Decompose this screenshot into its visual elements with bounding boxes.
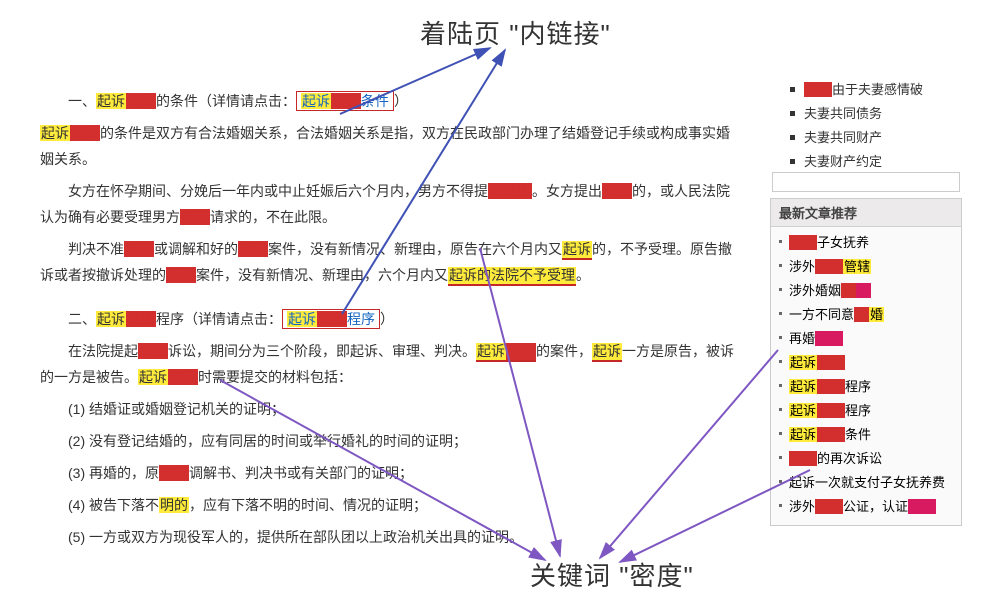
sidebar-recommend-item[interactable]: 离婚的再次诉讼 [777, 447, 955, 471]
section-1-heading: 一、起诉离婚的条件（详情请点击：起诉离婚条件） [40, 88, 740, 114]
sidebar-recommend-item[interactable]: 起诉离婚程序 [777, 375, 955, 399]
internal-link-1[interactable]: 起诉离婚条件 [296, 91, 394, 111]
sidebar-recommend-item[interactable]: 涉外离婚公证，认证须知 [777, 495, 955, 519]
list-item-1: (1) 结婚证或婚姻登记机关的证明； [40, 396, 740, 422]
internal-link-2[interactable]: 起诉离婚程序 [282, 309, 380, 329]
para-4: 在法院提起离婚诉讼，期间分为三个阶段，即起诉、审理、判决。起诉离婚的案件，起诉一… [40, 338, 740, 390]
sidebar-recommend-item[interactable]: 起诉一次就支付子女抚养费 [777, 471, 955, 495]
sidebar-top-list: 离婚由于夫妻感情破夫妻共同债务夫妻共同财产夫妻财产约定 [790, 78, 960, 174]
sidebar-recommend-item[interactable]: 起诉离婚程序 [777, 399, 955, 423]
para-3: 判决不准离婚或调解和好的离婚案件，没有新情况、新理由，原告在六个月内又起诉的，不… [40, 236, 740, 288]
sidebar-recommend-header: 最新文章推荐 [771, 199, 961, 227]
sidebar-recommend-item[interactable]: 涉外婚姻离婚 [777, 279, 955, 303]
sidebar-recommend-item[interactable]: 起诉离婚条件 [777, 423, 955, 447]
sidebar-top-item[interactable]: 离婚由于夫妻感情破 [790, 78, 960, 102]
sidebar-recommend-item[interactable]: 再婚离婚 [777, 327, 955, 351]
canvas: 着陆页 "内链接" 关键词 "密度" 一、起诉离婚的条件（详情请点击：起诉离婚条… [0, 0, 1000, 604]
list-item-5: (5) 一方或双方为现役军人的，提供所在部队团以上政治机关出具的证明。 [40, 524, 740, 550]
section-2-heading: 二、起诉离婚程序（详情请点击：起诉离婚程序） [40, 306, 740, 332]
sidebar-top-item[interactable]: 夫妻财产约定 [790, 150, 960, 174]
list-item-3: (3) 再婚的，原离婚调解书、判决书或有关部门的证明； [40, 460, 740, 486]
hl: 起诉 [96, 93, 126, 109]
sidebar-recommend-item[interactable]: 离婚子女抚养 [777, 231, 955, 255]
sidebar-recommend-item[interactable]: 涉外离婚管辖 [777, 255, 955, 279]
annotation-bottom-label: 关键词 "密度" [530, 556, 694, 593]
list-item-2: (2) 没有登记结婚的，应有同居的时间或举行婚礼的时间的证明； [40, 428, 740, 454]
article-body: 一、起诉离婚的条件（详情请点击：起诉离婚条件） 起诉离婚的条件是双方有合法婚姻关… [40, 88, 740, 556]
para-2: 女方在怀孕期间、分娩后一年内或中止妊娠后六个月内，男方不得提出离婚。女方提出离婚… [40, 178, 740, 230]
list-item-4: (4) 被告下落不明的，应有下落不明的时间、情况的证明； [40, 492, 740, 518]
para-1: 起诉离婚的条件是双方有合法婚姻关系，合法婚姻关系是指，双方在民政部门办理了结婚登… [40, 120, 740, 172]
annotation-top-label: 着陆页 "内链接" [420, 14, 611, 51]
hl: 离婚 [126, 93, 156, 109]
sidebar-top-item[interactable]: 夫妻共同债务 [790, 102, 960, 126]
search-box[interactable] [772, 172, 960, 192]
sidebar-recommend-item[interactable]: 一方不同意离婚 [777, 303, 955, 327]
sidebar-top-item[interactable]: 夫妻共同财产 [790, 126, 960, 150]
sidebar-recommend-item[interactable]: 起诉离婚 [777, 351, 955, 375]
sidebar-recommend: 最新文章推荐 离婚子女抚养涉外离婚管辖涉外婚姻离婚一方不同意离婚再婚离婚起诉离婚… [770, 198, 962, 526]
